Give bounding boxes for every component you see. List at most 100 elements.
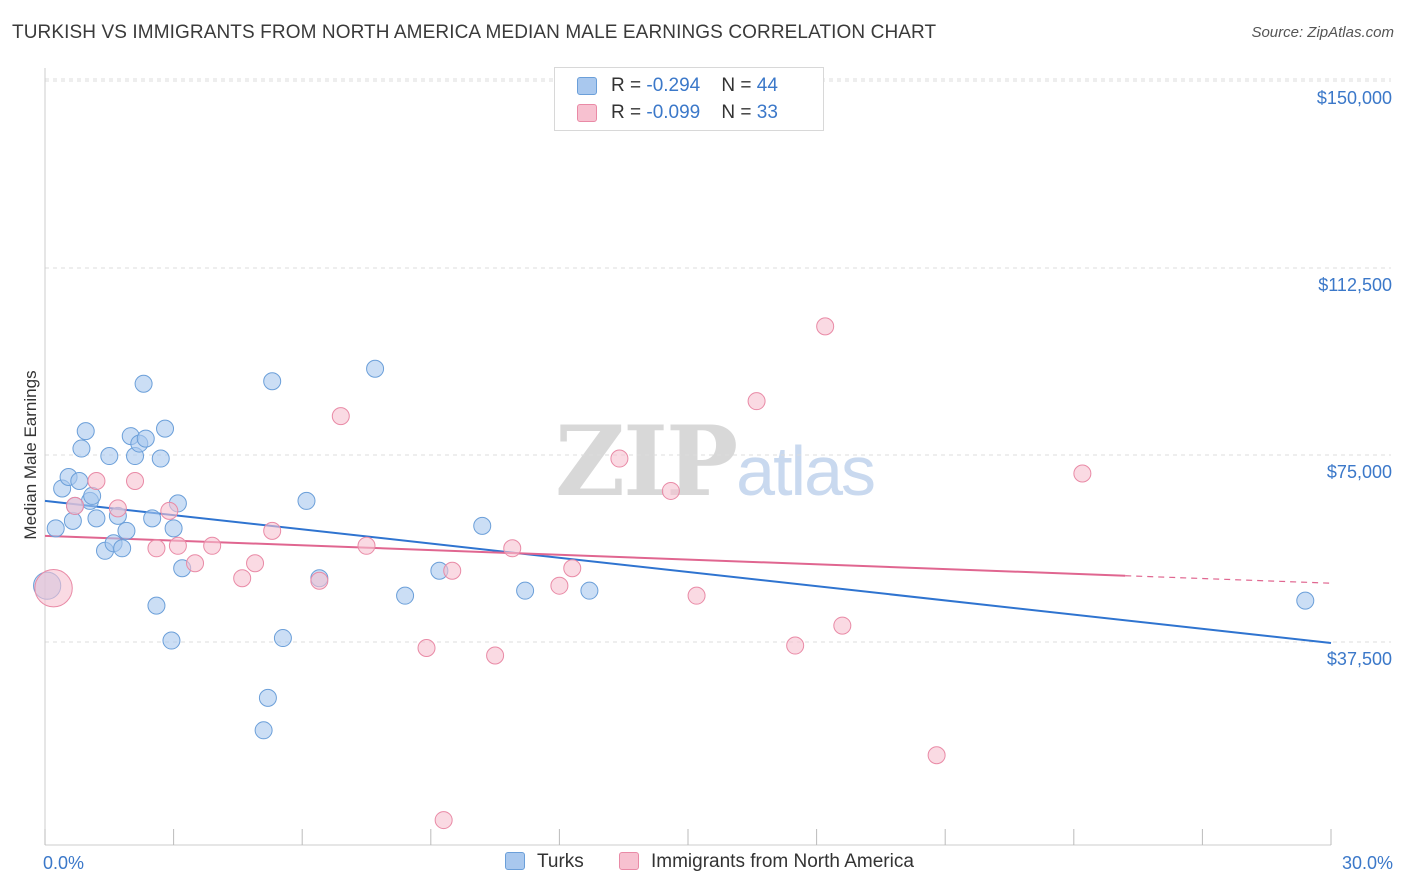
immigrants-point	[816, 317, 835, 336]
immigrants-point	[747, 392, 766, 411]
bottom-turks-label: Turks	[537, 851, 584, 872]
immigrants-n-label: N =	[721, 102, 757, 123]
immigrants-point	[357, 536, 376, 555]
turks-point	[87, 509, 106, 528]
source-label: Source: ZipAtlas.com	[1251, 24, 1394, 41]
immigrants-point	[203, 536, 222, 555]
chart-title: TURKISH VS IMMIGRANTS FROM NORTH AMERICA…	[12, 22, 937, 43]
immigrants-point	[563, 559, 582, 578]
immigrants-point	[147, 539, 166, 558]
immigrants-point	[443, 561, 462, 580]
immigrants-point	[126, 471, 145, 490]
axis-labels: $37,500 $75,000 $112,500 $150,000 0.0% 30.0% M…	[21, 88, 1393, 873]
y-tick-label: $75,000	[1327, 462, 1392, 482]
immigrants-point	[186, 554, 205, 573]
immigrants-trendline	[44, 534, 1126, 577]
turks-swatch	[577, 77, 597, 95]
y-tick-label: $150,000	[1317, 88, 1392, 108]
turks-point	[100, 447, 119, 466]
watermark: ZIPatlas	[555, 405, 876, 518]
turks-point	[113, 539, 132, 558]
turks-point	[156, 419, 175, 438]
immigrants-point	[108, 499, 127, 518]
immigrants-r-label: R =	[611, 102, 647, 123]
y-axis-label: Median Male Earnings	[21, 370, 40, 539]
turks-n-value: 44	[756, 75, 778, 96]
legend-immigrants-text: R = -0.099 N = 33	[611, 102, 778, 124]
turks-point	[143, 509, 162, 528]
y-tick-label: $112,500	[1318, 275, 1392, 295]
turks-point	[76, 422, 95, 441]
turks-point	[70, 471, 89, 490]
immigrants-point	[168, 536, 187, 555]
immigrants-point	[503, 539, 522, 558]
axes	[44, 68, 1332, 846]
turks-point	[473, 516, 492, 535]
turks-point	[297, 491, 316, 510]
turks-point	[134, 374, 153, 393]
turks-r-value: -0.294	[646, 75, 701, 96]
turks-point	[164, 519, 183, 538]
immigrants-point	[486, 646, 505, 665]
turks-point	[396, 586, 415, 605]
immigrants-point	[233, 569, 252, 588]
immigrants-point	[661, 481, 680, 500]
immigrants-n-value: 33	[756, 102, 778, 123]
x-tick-label: 0.0%	[43, 853, 84, 873]
turks-point	[273, 629, 292, 648]
grid-lines	[45, 78, 1391, 643]
trendlines	[44, 499, 1332, 645]
immigrants-point	[331, 407, 350, 426]
turks-point	[63, 511, 82, 530]
immigrants-trendline-extension	[1125, 575, 1332, 584]
turks-point	[46, 519, 65, 538]
immigrants-point	[550, 576, 569, 595]
turks-point	[263, 372, 282, 391]
immigrants-point	[66, 496, 85, 515]
immigrants-point	[1073, 464, 1092, 483]
turks-point	[1296, 591, 1315, 610]
bottom-immigrants-swatch	[619, 852, 639, 870]
turks-point	[72, 439, 91, 458]
turks-r-label: R =	[611, 75, 647, 96]
immigrants-point	[927, 746, 946, 765]
turks-n-label: N =	[721, 75, 757, 96]
immigrants-point	[34, 568, 73, 608]
data-points	[33, 317, 1315, 830]
turks-point	[117, 521, 136, 540]
turks-point	[366, 359, 385, 378]
immigrants-point	[87, 471, 106, 490]
turks-point	[162, 631, 181, 650]
bottom-turks-swatch	[505, 852, 525, 870]
y-tick-label: $37,500	[1327, 649, 1392, 669]
turks-point	[516, 581, 535, 600]
immigrants-point	[160, 501, 179, 520]
watermark-atlas: atlas	[736, 432, 876, 510]
immigrants-point	[310, 571, 329, 590]
immigrants-point	[833, 616, 852, 635]
immigrants-point	[246, 554, 265, 573]
turks-point	[258, 688, 277, 707]
turks-point	[83, 486, 102, 505]
immigrants-point	[434, 811, 453, 830]
bottom-legend-immigrants: Immigrants from North America	[619, 851, 914, 873]
legend-turks-text: R = -0.294 N = 44	[611, 75, 778, 97]
turks-point	[151, 449, 170, 468]
turks-point	[136, 429, 155, 448]
turks-point	[147, 596, 166, 615]
bottom-legend-turks: Turks	[505, 851, 584, 873]
turks-point	[580, 581, 599, 600]
immigrants-point	[417, 639, 436, 658]
immigrants-point	[610, 449, 629, 468]
immigrants-point	[786, 636, 805, 655]
immigrants-r-value: -0.099	[646, 102, 701, 123]
turks-point	[254, 721, 273, 740]
bottom-immigrants-label: Immigrants from North America	[651, 851, 914, 872]
watermark-zip: ZIP	[555, 405, 738, 518]
immigrants-point	[263, 521, 282, 540]
turks-trendline	[44, 499, 1332, 645]
immigrants-swatch	[577, 104, 597, 122]
x-tick-label: 30.0%	[1342, 853, 1393, 873]
correlation-legend: R = -0.294 N = 44 R = -0.099 N = 33	[554, 67, 824, 131]
